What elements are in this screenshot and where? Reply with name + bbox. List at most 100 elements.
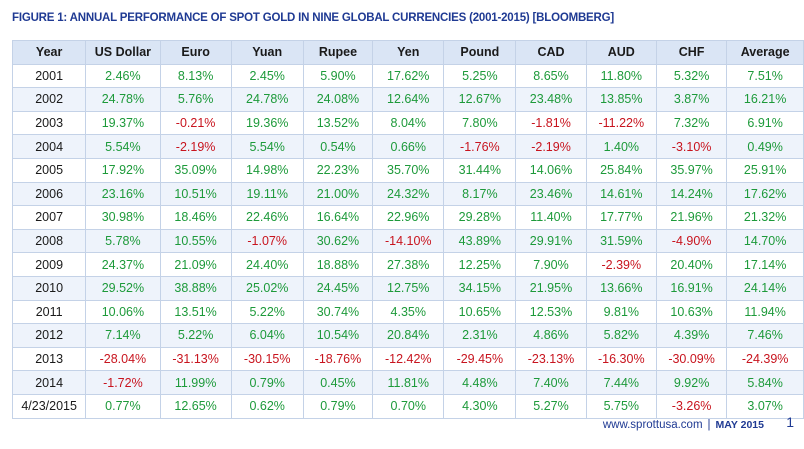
value-cell: 22.96% [372,205,445,230]
value-cell: 24.78% [85,87,161,112]
column-header: CAD [515,40,587,65]
table-row: 2009 24.37% 21.09% 24.40% 18.88% 27.38% 12.25%… [11,252,804,277]
value-cell: 0.49% [726,134,804,159]
year-cell: 2006 [11,181,87,207]
value-cell: 8.13% [159,63,232,89]
value-cell: 7.32% [655,110,728,136]
value-cell: 5.84% [726,370,804,395]
value-cell: 7.40% [515,370,587,395]
value-cell: 7.51% [726,63,804,89]
value-cell: 12.25% [443,252,517,277]
value-cell: 35.97% [655,157,728,183]
value-cell: 7.80% [443,110,517,136]
value-cell: 0.79% [230,370,304,395]
value-cell: 21.00% [302,181,374,207]
table-row: 4/23/2015 0.77% 12.65% 0.62% 0.79% 0.70% 4.30%… [11,393,804,419]
value-cell: 24.08% [302,87,374,112]
value-cell: 11.99% [159,370,232,395]
value-cell: 2.46% [85,63,161,89]
value-cell: 17.62% [726,181,804,207]
value-cell: 6.04% [230,323,304,348]
value-cell: 0.79% [302,393,374,419]
value-cell: 24.32% [372,181,445,207]
value-cell: 14.06% [515,157,587,183]
value-cell: 11.81% [372,370,445,395]
table-row: 2010 29.52% 38.88% 25.02% 24.45% 12.75% 34.15%… [11,275,804,301]
value-cell: 19.36% [230,110,304,136]
value-cell: -30.15% [230,346,304,372]
value-cell: 5.25% [443,63,517,89]
value-cell: 24.14% [726,275,804,301]
column-header: CHF [655,40,728,65]
value-cell: 35.70% [372,157,445,183]
value-cell: 27.38% [372,252,445,277]
value-cell: 17.92% [85,157,161,183]
value-cell: 13.51% [159,299,232,325]
value-cell: 22.23% [302,157,374,183]
value-cell: 14.70% [726,228,804,254]
value-cell: 0.62% [230,393,304,419]
value-cell: 24.40% [230,252,304,277]
value-cell: 4.48% [443,370,517,395]
value-cell: -1.72% [85,370,161,395]
value-cell: 18.46% [159,205,232,230]
value-cell: 16.21% [726,87,804,112]
value-cell: 19.37% [85,110,161,136]
value-cell: -23.13% [515,346,587,372]
value-cell: 30.98% [85,205,161,230]
value-cell: -28.04% [85,346,161,372]
value-cell: 3.87% [655,87,728,112]
column-header: Euro [159,40,232,65]
value-cell: -29.45% [443,346,517,372]
value-cell: 13.85% [585,87,657,112]
value-cell: 23.46% [515,181,587,207]
value-cell: 30.74% [302,299,374,325]
value-cell: 22.46% [230,205,304,230]
value-cell: 7.90% [515,252,587,277]
value-cell: 11.40% [515,205,587,230]
value-cell: 12.67% [443,87,517,112]
value-cell: -1.07% [230,228,304,254]
table-row: 2003 19.37% -0.21% 19.36% 13.52% 8.04% 7.80% -1… [11,110,804,136]
performance-table: Year US Dollar Euro Yuan Rupee Yen Pound CAD AUD… [11,40,804,419]
value-cell: 5.76% [159,87,232,112]
value-cell: 5.54% [85,134,161,159]
value-cell: 10.65% [443,299,517,325]
value-cell: 5.54% [230,134,304,159]
value-cell: 7.44% [585,370,657,395]
value-cell: -11.22% [585,110,657,136]
value-cell: -0.21% [159,110,232,136]
column-header: US Dollar [85,40,161,65]
footer-url[interactable]: www.sprottusa.com [602,419,703,431]
column-header: Yen [372,40,445,65]
column-header: Yuan [230,40,304,65]
value-cell: 0.70% [372,393,445,419]
value-cell: 14.98% [230,157,304,183]
value-cell: 10.06% [85,299,161,325]
value-cell: 29.91% [515,228,587,254]
value-cell: -12.42% [372,346,445,372]
column-header: Rupee [302,40,374,65]
table-row: 2002 24.78% 5.76% 24.78% 24.08% 12.64% 12.67% 2… [11,87,804,112]
value-cell: 6.91% [726,110,804,136]
value-cell: 24.78% [230,87,304,112]
year-cell: 2011 [11,299,87,325]
year-cell: 2014 [11,370,87,395]
value-cell: 17.77% [585,205,657,230]
table-row: 2011 10.06% 13.51% 5.22% 30.74% 4.35% 10.65% 12… [11,299,804,325]
value-cell: 21.09% [159,252,232,277]
year-cell: 2010 [11,275,87,301]
value-cell: 5.78% [85,228,161,254]
footer-date: MAY 2015 [715,419,764,431]
page-number: 1 [786,414,794,430]
value-cell: 16.91% [655,275,728,301]
value-cell: 29.28% [443,205,517,230]
value-cell: 8.17% [443,181,517,207]
value-cell: 7.14% [85,323,161,348]
value-cell: -30.09% [655,346,728,372]
table-row: 2013 -28.04% -31.13% -30.15% -18.76% -12.42% -… [11,346,804,372]
value-cell: 13.66% [585,275,657,301]
figure-title: FIGURE 1: ANNUAL PERFORMANCE OF SPOT GOL… [12,12,615,24]
value-cell: 17.14% [726,252,804,277]
value-cell: 4.86% [515,323,587,348]
